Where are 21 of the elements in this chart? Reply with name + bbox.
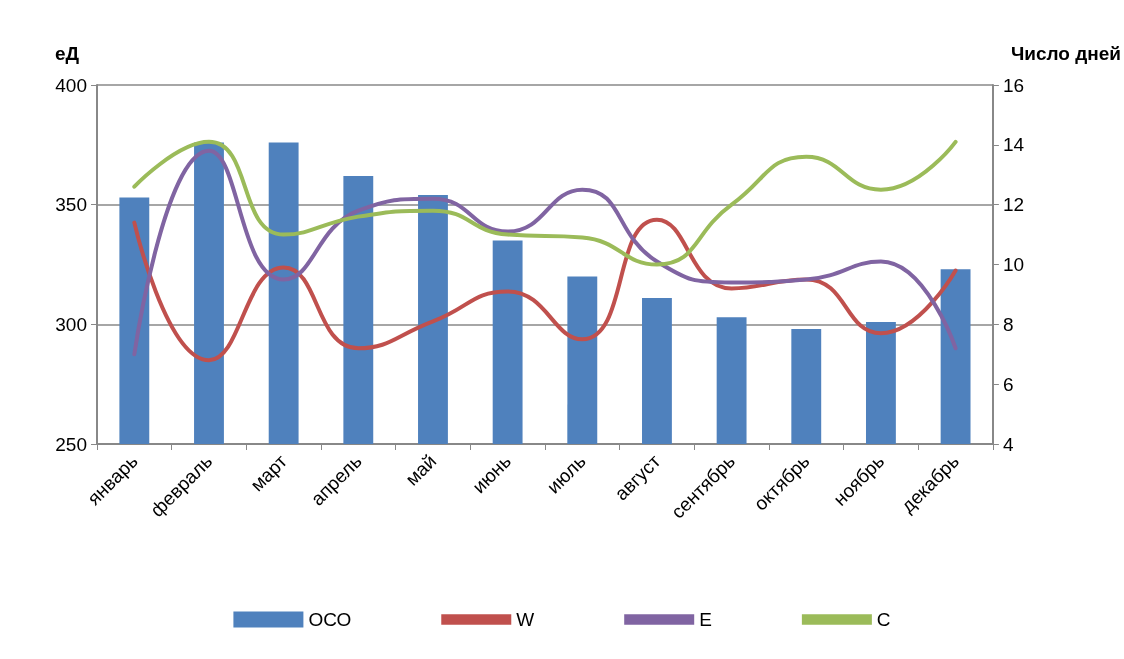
y2-tick-label: 8 bbox=[1002, 313, 1014, 335]
y2-tick-label: 4 bbox=[1002, 433, 1014, 455]
line-series bbox=[132, 217, 958, 363]
y2-tick-label: 12 bbox=[1002, 194, 1025, 216]
legend-label: E bbox=[699, 609, 712, 630]
y2-tick-label: 16 bbox=[1002, 74, 1025, 96]
y-axis-title: еД bbox=[54, 43, 80, 64]
y2-tick-label: 14 bbox=[1002, 134, 1025, 156]
line-series bbox=[132, 139, 958, 267]
y-tick-label: 350 bbox=[55, 194, 87, 216]
y-tick-label: 400 bbox=[55, 74, 87, 96]
x-tick-label: май bbox=[401, 450, 441, 490]
y-tick-label: 300 bbox=[55, 313, 87, 335]
legend-label: W bbox=[516, 609, 535, 630]
y2-tick-label: 10 bbox=[1002, 254, 1025, 275]
legend-label: ОСО bbox=[308, 609, 352, 630]
y-tick-label: 250 bbox=[55, 433, 87, 455]
y2-tick-label: 6 bbox=[1002, 373, 1014, 395]
y2-axis-title: Число дней bbox=[1010, 43, 1122, 64]
legend-label: C bbox=[876, 609, 891, 630]
line-series bbox=[132, 148, 958, 357]
